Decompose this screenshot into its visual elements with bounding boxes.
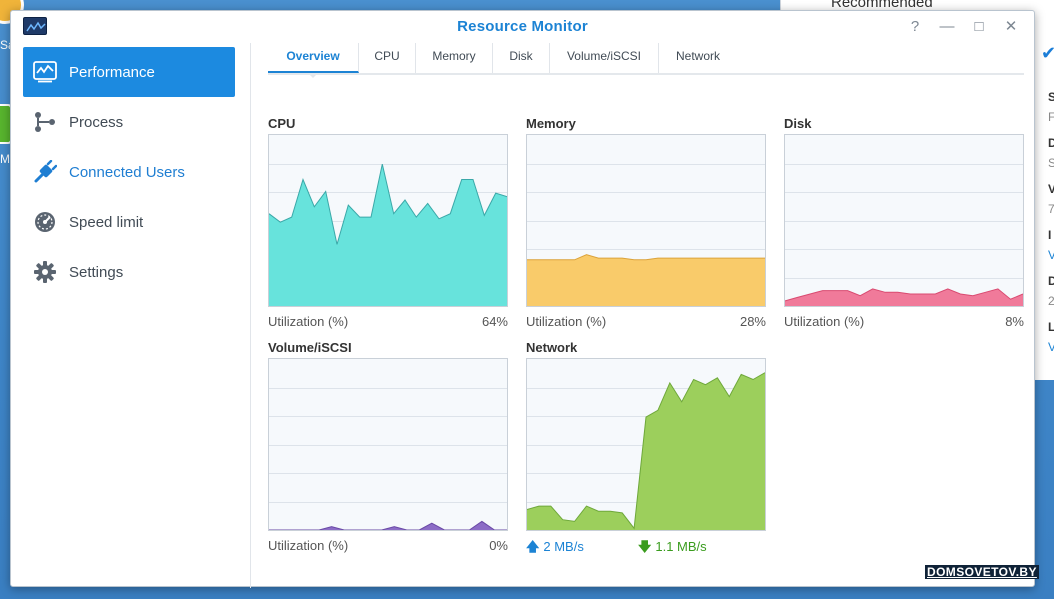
cpu-utilization-value: 64%: [481, 314, 508, 329]
panel-title: Volume/iSCSI: [268, 340, 352, 355]
minimize-button[interactable]: —: [939, 18, 955, 35]
memory-line-series: [527, 254, 765, 261]
checkmark-icon: ✔: [1041, 43, 1054, 63]
cpu-area-series: [269, 164, 507, 306]
sidebar-item-label: Process: [69, 113, 124, 131]
background-window-letter: V: [1048, 340, 1054, 354]
background-window-letter: D: [1048, 274, 1054, 288]
sidebar-item-connected-users[interactable]: Connected Users: [23, 147, 235, 197]
tab-overview[interactable]: Overview: [268, 43, 359, 78]
gear-icon: [31, 258, 59, 286]
utilization-label: Utilization (%): [268, 538, 349, 553]
panel-title: Disk: [784, 116, 812, 131]
utilization-label: Utilization (%): [268, 314, 349, 329]
sidebar-item-performance[interactable]: Performance: [23, 47, 235, 97]
background-window-letter: V: [1048, 248, 1054, 262]
sidebar-item-speed-limit[interactable]: Speed limit: [23, 197, 235, 247]
gauge-icon: [31, 208, 59, 236]
background-window-letter: F: [1048, 110, 1054, 124]
volume-iscsi-graph[interactable]: [268, 358, 508, 531]
panel-title: Network: [526, 340, 578, 355]
volume-line-series: [269, 520, 507, 530]
background-window-letter: S: [1048, 90, 1054, 104]
download-arrow-icon: 🡇: [638, 539, 652, 554]
background-window-heading: Recommended: [831, 0, 933, 11]
sidebar-item-label: Performance: [69, 63, 155, 81]
download-value: 1.1 MB/s: [655, 539, 707, 554]
upload-arrow-icon: 🡅: [526, 539, 540, 554]
memory-area-series: [527, 254, 765, 306]
desktop-app-label-2: M: [0, 152, 10, 166]
watermark: DOMSOVETOV.BY: [925, 565, 1039, 579]
network-area-series: [527, 372, 765, 530]
cpu-panel: CPU Utilization (%) 64%: [268, 116, 508, 331]
title-bar[interactable]: Resource Monitor ? — □ ✕: [11, 11, 1034, 43]
tab-cpu[interactable]: CPU: [359, 43, 416, 73]
sidebar-item-label: Settings: [69, 263, 124, 281]
background-window-letter: V: [1048, 182, 1054, 196]
background-window-letter: D: [1048, 136, 1054, 150]
volume-iscsi-panel: Volume/iSCSI Utilization (%) 0%: [268, 340, 508, 555]
disk-graph[interactable]: [784, 134, 1024, 307]
tab-network[interactable]: Network: [675, 49, 720, 63]
network-download: 🡇 1.1 MB/s: [638, 538, 707, 560]
tab-memory[interactable]: Memory: [416, 43, 493, 73]
background-window-letter: 2: [1048, 294, 1054, 308]
panel-title: CPU: [268, 116, 296, 131]
sidebar: Performance Process Connect: [11, 43, 251, 588]
tab-disk[interactable]: Disk: [493, 43, 550, 73]
disk-panel: Disk Utilization (%) 8%: [784, 116, 1024, 331]
background-window-letter: L: [1048, 320, 1054, 334]
disk-area-series: [785, 288, 1023, 306]
utilization-label: Utilization (%): [784, 314, 865, 329]
cpu-graph[interactable]: [268, 134, 508, 307]
volume-utilization-value: 0%: [489, 538, 508, 553]
performance-icon: [31, 58, 59, 86]
network-line-series: [527, 372, 765, 530]
background-window-letter: I: [1048, 228, 1052, 242]
memory-graph[interactable]: [526, 134, 766, 307]
panel-title: Memory: [526, 116, 576, 131]
window-title: Resource Monitor: [457, 18, 588, 35]
sidebar-item-label: Connected Users: [69, 163, 185, 181]
background-window-letter: S: [1048, 156, 1054, 170]
memory-utilization-value: 28%: [739, 314, 766, 329]
disk-line-series: [785, 288, 1023, 302]
resource-monitor-app-icon: [23, 17, 47, 35]
disk-utilization-value: 8%: [1005, 314, 1024, 329]
process-icon: [31, 108, 59, 136]
resource-monitor-window: Resource Monitor ? — □ ✕ Performance: [10, 10, 1035, 588]
sidebar-item-label: Speed limit: [69, 213, 144, 231]
upload-value: 2 MB/s: [543, 539, 584, 554]
network-graph[interactable]: [526, 358, 766, 531]
background-window-letter: 7: [1048, 202, 1054, 216]
close-button[interactable]: ✕: [1004, 18, 1018, 35]
plug-icon: [31, 158, 59, 186]
network-panel: Network 🡅 2 MB/s 🡇 1.1 MB/s: [526, 340, 766, 555]
tab-bar: Overview CPU Memory Disk Volume/iSCSI Ne…: [268, 43, 1024, 78]
cpu-line-series: [269, 163, 507, 245]
help-button[interactable]: ?: [910, 18, 920, 35]
sidebar-item-process[interactable]: Process: [23, 97, 235, 147]
maximize-button[interactable]: □: [974, 18, 984, 35]
sidebar-item-settings[interactable]: Settings: [23, 247, 235, 297]
tab-volume-iscsi[interactable]: Volume/iSCSI: [550, 43, 659, 73]
network-upload: 🡅 2 MB/s: [526, 538, 584, 560]
memory-panel: Memory Utilization (%) 28%: [526, 116, 766, 331]
utilization-label: Utilization (%): [526, 314, 607, 329]
